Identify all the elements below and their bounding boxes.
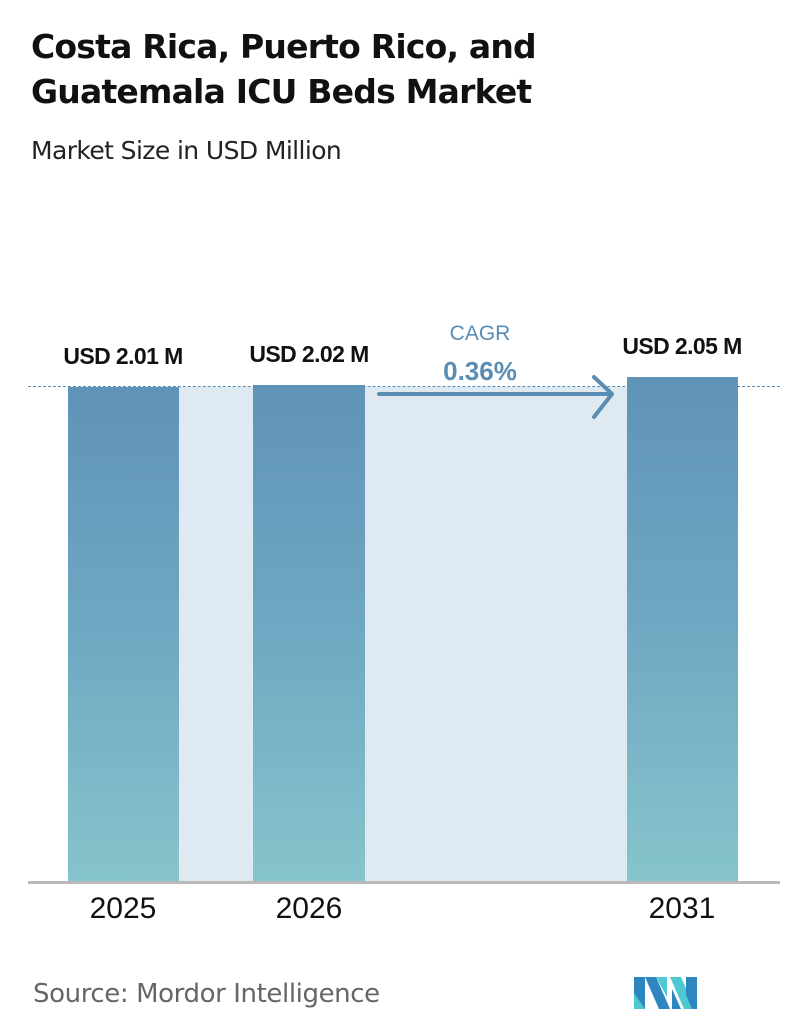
- background-band: [179, 387, 627, 881]
- bar-label-2031: USD 2.05 M: [622, 333, 742, 359]
- x-tick-2026: 2026: [275, 892, 343, 925]
- chart-subtitle: Market Size in USD Million: [31, 136, 342, 165]
- title-line-1: Costa Rica, Puerto Rico, and: [31, 27, 537, 66]
- bar-label-2025: USD 2.01 M: [63, 343, 183, 369]
- reference-dashed-line: [28, 386, 780, 387]
- bar-label-2026: USD 2.02 M: [249, 341, 369, 367]
- cagr-label: CAGR: [449, 322, 511, 345]
- title-line-2: Guatemala ICU Beds Market: [31, 72, 532, 111]
- x-axis-line: [28, 881, 780, 884]
- mordor-intelligence-logo-icon: [634, 977, 697, 1009]
- bar-2026: [253, 385, 365, 881]
- bar-2025: [68, 387, 179, 881]
- cagr-value: 0.36%: [443, 356, 517, 386]
- chart-title: Costa Rica, Puerto Rico, and Guatemala I…: [31, 24, 537, 114]
- source-text: Source: Mordor Intelligence: [33, 979, 380, 1009]
- x-tick-2025: 2025: [89, 892, 157, 925]
- arrow-right-icon: [377, 375, 614, 419]
- x-tick-2031: 2031: [648, 892, 716, 925]
- bar-2031: [627, 377, 738, 881]
